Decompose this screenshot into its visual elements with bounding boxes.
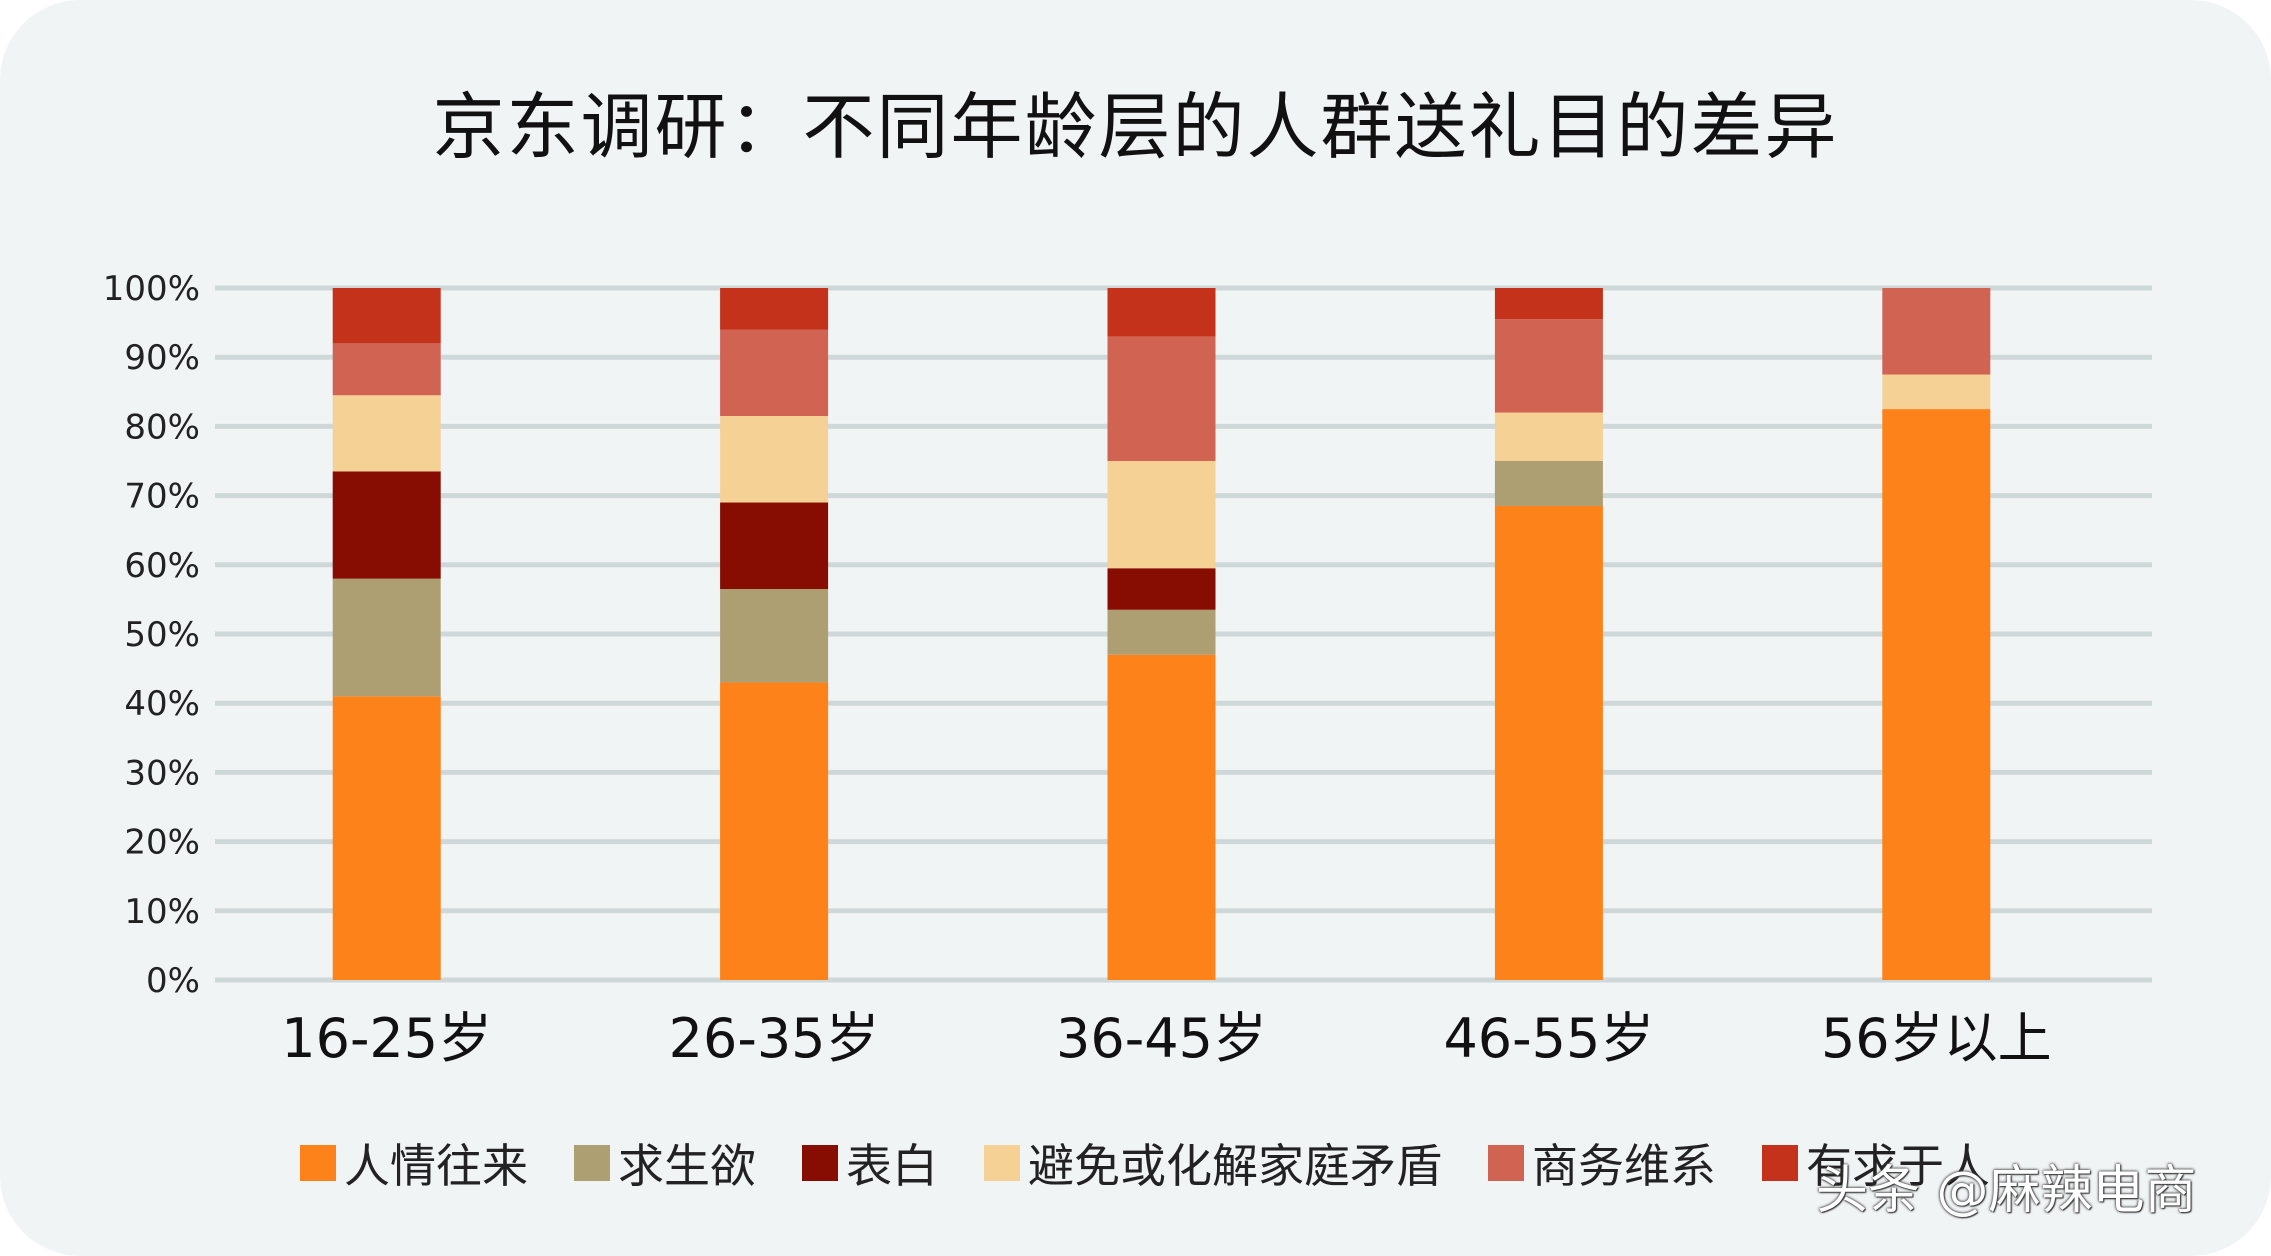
legend-swatch [1488,1145,1524,1181]
legend-label: 人情往来 [344,1139,528,1193]
y-tick-label: 40% [124,684,200,724]
chart-title: 京东调研：不同年龄层的人群送礼目的差异 [432,85,1839,169]
bar-segment [332,696,441,980]
bar-segment [720,502,829,590]
bar-segment [720,589,829,683]
bar-segment [720,288,829,330]
bar-segment [720,329,829,417]
legend-label: 表白 [846,1139,938,1193]
bar-segment [720,416,829,503]
bar-segment [332,578,441,697]
bar-segment [1107,568,1216,610]
bar-segment [332,288,441,344]
legend-item: 商务维系 [1488,1130,1716,1196]
bar-segment [1107,461,1216,569]
legend-label: 求生欲 [618,1139,756,1193]
x-tick-label: 46-55岁 [1443,1007,1654,1070]
y-tick-label: 20% [124,823,200,863]
legend-item: 表白 [802,1130,938,1196]
bar-segment [1107,609,1216,655]
bar-segment [1882,374,1991,410]
legend-swatch [300,1145,336,1181]
y-tick-label: 90% [124,338,200,378]
bar-segment [1494,319,1603,413]
bar-segment [1107,288,1216,337]
bar-segment [1107,336,1216,461]
bar-segment [1494,505,1603,980]
x-tick-label: 16-25岁 [281,1007,492,1070]
legend-item: 人情往来 [300,1130,528,1196]
legend-item: 有求于人 [1762,1130,1990,1196]
legend-label: 有求于人 [1806,1139,1990,1193]
y-tick-label: 60% [124,546,200,586]
legend-swatch [984,1145,1020,1181]
bar-segment [1494,288,1603,320]
bar-segment [1494,461,1603,506]
bar-segment [720,682,829,980]
x-tick-label: 36-45岁 [1056,1007,1267,1070]
bar-segment [332,343,441,396]
legend-label: 商务维系 [1532,1139,1716,1193]
bar-segment [1107,654,1216,980]
y-tick-label: 70% [124,477,200,517]
bar-segment [332,395,441,472]
bar-segment [1882,409,1991,981]
legend-swatch [1762,1145,1798,1181]
chart-legend: 人情往来 求生欲 表白 避免或化解家庭矛盾 商务维系 有求于人 [300,1128,2036,1198]
legend-label: 避免或化解家庭矛盾 [1028,1139,1442,1193]
x-tick-label: 56岁以上 [1821,1007,2052,1070]
legend-item: 求生欲 [574,1130,756,1196]
y-tick-label: 80% [124,407,200,447]
legend-swatch [802,1145,838,1181]
y-tick-label: 100% [103,269,200,309]
bar-segment [1494,412,1603,461]
legend-item: 避免或化解家庭矛盾 [984,1130,1442,1196]
watermark: 头条 @麻辣电商 [1816,1161,2197,1221]
bar-segment [1882,288,1991,375]
y-tick-label: 10% [124,892,200,932]
y-tick-label: 0% [146,961,200,1001]
y-tick-label: 50% [124,615,200,655]
bar-segment [332,471,441,579]
x-tick-label: 26-35岁 [669,1007,880,1070]
y-tick-label: 30% [124,753,200,793]
legend-swatch [574,1145,610,1181]
